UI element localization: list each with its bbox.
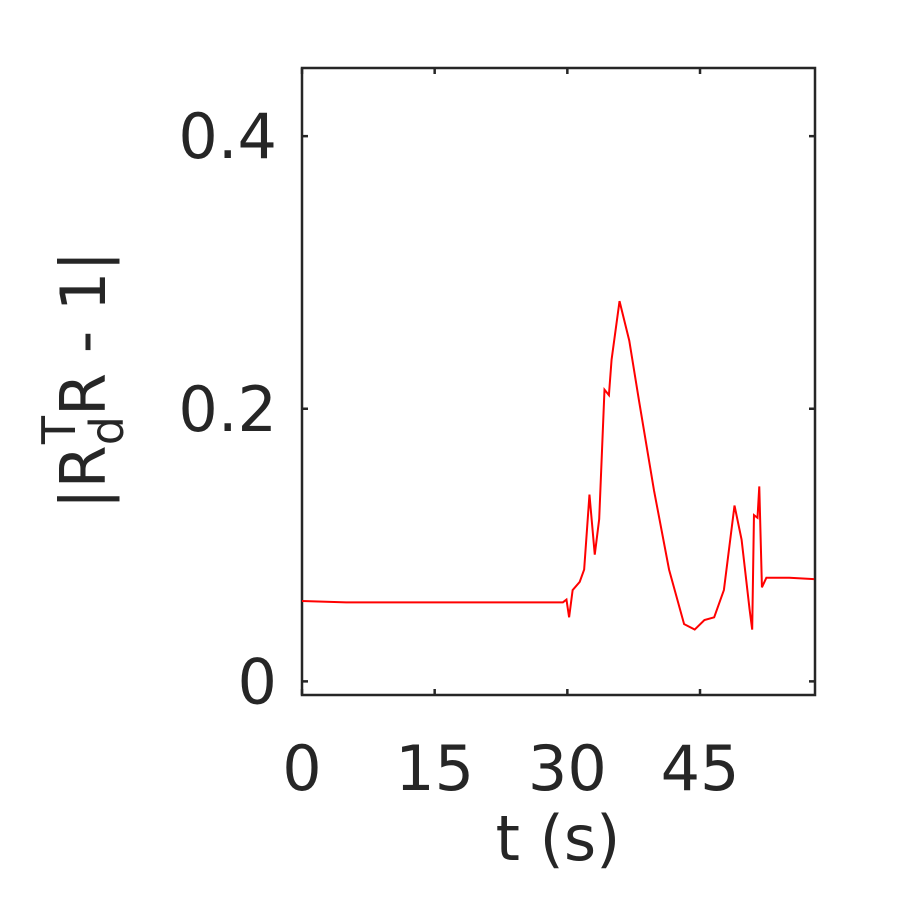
y-tick-label: 0 — [238, 645, 277, 718]
y-label-part: R - 1| — [47, 251, 121, 416]
y-axis-label: |RdTR - 1| — [32, 251, 134, 509]
x-tick-label: 30 — [528, 732, 607, 805]
y-label-part: |R — [47, 445, 121, 509]
y-tick-label: 0.4 — [178, 100, 277, 173]
x-tick-label: 0 — [282, 732, 321, 805]
plot-frame — [300, 66, 817, 697]
x-tick-label: 45 — [661, 732, 740, 805]
y-label-sub: d — [80, 416, 134, 445]
y-tick-label: 0.2 — [178, 373, 277, 446]
x-tick-label: 15 — [395, 732, 474, 805]
x-axis-label: t (s) — [496, 802, 621, 875]
data-line — [301, 300, 815, 631]
y-label-sup: T — [32, 415, 86, 445]
